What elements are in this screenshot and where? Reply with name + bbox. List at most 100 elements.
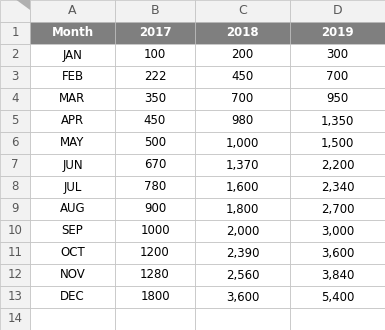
Bar [290, 286, 385, 308]
Bar [30, 22, 115, 44]
Bar [115, 176, 195, 198]
Bar [30, 88, 115, 110]
Text: 1,600: 1,600 [226, 181, 259, 193]
Text: FEB: FEB [62, 71, 84, 83]
Text: 980: 980 [231, 115, 254, 127]
Bar [290, 132, 385, 154]
Text: 900: 900 [144, 203, 166, 215]
Bar [30, 132, 115, 154]
Bar [0, 176, 30, 198]
Text: 1,000: 1,000 [226, 137, 259, 149]
Bar [115, 132, 195, 154]
Text: C: C [238, 5, 247, 17]
Bar [290, 22, 385, 44]
Bar [30, 308, 115, 330]
Bar [290, 88, 385, 110]
Bar [290, 176, 385, 198]
Polygon shape [17, 0, 30, 10]
Bar [30, 110, 115, 132]
Bar [0, 66, 30, 88]
Bar [195, 132, 290, 154]
Text: 450: 450 [144, 115, 166, 127]
Text: 4: 4 [11, 92, 19, 106]
Text: 500: 500 [144, 137, 166, 149]
Text: 700: 700 [326, 71, 349, 83]
Bar [30, 154, 115, 176]
Text: 2,390: 2,390 [226, 247, 259, 259]
Bar [290, 0, 385, 22]
Bar [30, 0, 115, 22]
Text: 12: 12 [7, 269, 22, 281]
Text: MAY: MAY [60, 137, 85, 149]
Bar [0, 308, 30, 330]
Bar [30, 264, 115, 286]
Text: APR: APR [61, 115, 84, 127]
Bar [195, 110, 290, 132]
Bar [115, 220, 195, 242]
Bar [195, 220, 290, 242]
Text: JAN: JAN [62, 49, 82, 61]
Bar [0, 110, 30, 132]
Text: 2017: 2017 [139, 26, 171, 40]
Bar [115, 44, 195, 66]
Bar [290, 110, 385, 132]
Text: 350: 350 [144, 92, 166, 106]
Text: JUN: JUN [62, 158, 83, 172]
Text: 8: 8 [11, 181, 19, 193]
Text: 2,340: 2,340 [321, 181, 354, 193]
Bar [115, 22, 195, 44]
Text: 2,000: 2,000 [226, 224, 259, 238]
Text: NOV: NOV [60, 269, 85, 281]
Text: MAR: MAR [59, 92, 85, 106]
Text: 1000: 1000 [140, 224, 170, 238]
Bar [0, 264, 30, 286]
Text: 2,200: 2,200 [321, 158, 354, 172]
Text: A: A [68, 5, 77, 17]
Text: 1280: 1280 [140, 269, 170, 281]
Text: 3,000: 3,000 [321, 224, 354, 238]
Bar [30, 66, 115, 88]
Bar [115, 198, 195, 220]
Text: 2,560: 2,560 [226, 269, 259, 281]
Bar [195, 286, 290, 308]
Bar [195, 44, 290, 66]
Text: SEP: SEP [62, 224, 84, 238]
Text: 2,700: 2,700 [321, 203, 354, 215]
Bar [290, 66, 385, 88]
Text: AUG: AUG [60, 203, 85, 215]
Bar [290, 308, 385, 330]
Text: 222: 222 [144, 71, 166, 83]
Bar [115, 286, 195, 308]
Text: 2018: 2018 [226, 26, 259, 40]
Text: 450: 450 [231, 71, 254, 83]
Text: D: D [333, 5, 342, 17]
Text: 9: 9 [11, 203, 19, 215]
Bar [290, 44, 385, 66]
Bar [290, 264, 385, 286]
Text: 5,400: 5,400 [321, 290, 354, 304]
Bar [115, 0, 195, 22]
Text: 1,370: 1,370 [226, 158, 259, 172]
Bar [195, 66, 290, 88]
Bar [195, 154, 290, 176]
Text: 780: 780 [144, 181, 166, 193]
Bar [115, 88, 195, 110]
Text: 300: 300 [326, 49, 348, 61]
Text: 13: 13 [8, 290, 22, 304]
Bar [195, 22, 290, 44]
Text: OCT: OCT [60, 247, 85, 259]
Bar [290, 154, 385, 176]
Bar [30, 286, 115, 308]
Bar [195, 242, 290, 264]
Bar [195, 198, 290, 220]
Text: DEC: DEC [60, 290, 85, 304]
Text: 670: 670 [144, 158, 166, 172]
Text: Month: Month [52, 26, 94, 40]
Bar [115, 110, 195, 132]
Bar [115, 242, 195, 264]
Text: 950: 950 [326, 92, 349, 106]
Text: 2019: 2019 [321, 26, 354, 40]
Bar [0, 242, 30, 264]
Bar [30, 44, 115, 66]
Bar [115, 308, 195, 330]
